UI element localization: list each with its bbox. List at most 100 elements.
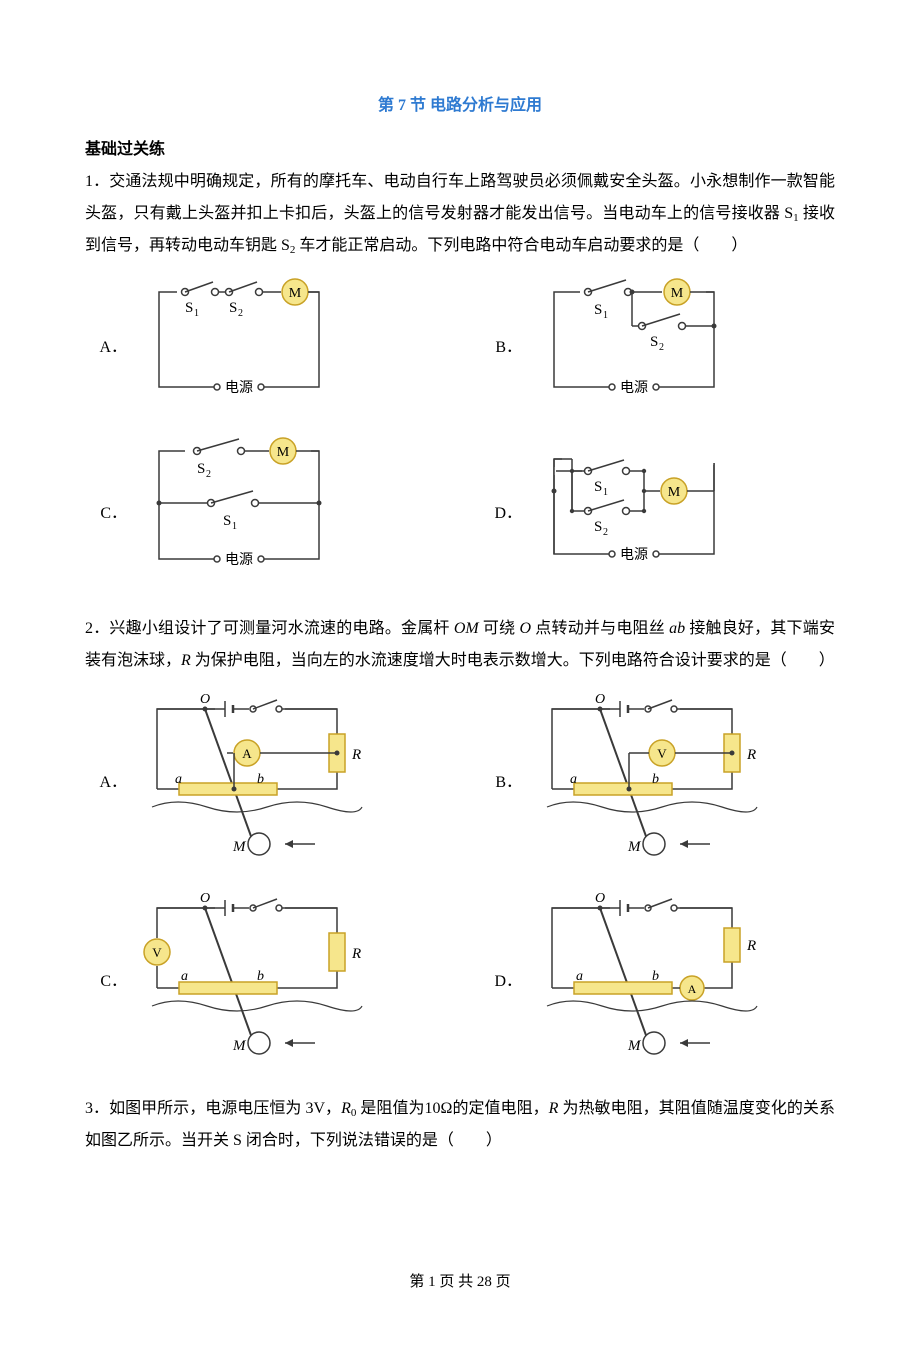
svg-text:M: M (671, 286, 684, 301)
svg-text:b: b (257, 772, 264, 787)
q2-ab: ab (669, 620, 685, 637)
q1-opt-a-figure: M 电源 S 1 S 2 (137, 274, 347, 421)
q1-opt-b-label: B． (480, 332, 522, 364)
svg-text:a: a (576, 969, 583, 984)
svg-text:M: M (627, 1038, 642, 1054)
q1-opt-c: C． M (85, 433, 440, 595)
page-title: 第 7 节 电路分析与应用 (85, 90, 835, 122)
footer-post: 页 (492, 1274, 511, 1290)
svg-text:S: S (229, 300, 237, 316)
q1-opt-d: D． (480, 433, 835, 595)
q2-opt-a: A． O (85, 689, 440, 876)
svg-text:2: 2 (659, 342, 664, 353)
q1-t3: 车才能正常启动。下列电路中符合电动车启动要求的是（ ） (295, 237, 747, 254)
q2-options: A． O (85, 689, 835, 1075)
question-2: 2．兴趣小组设计了可测量河水流速的电路。金属杆 OM 可绕 O 点转动并与电阻丝… (85, 613, 835, 677)
svg-text:a: a (175, 772, 182, 787)
q2-opt-a-figure: O R A a b (137, 689, 367, 876)
q2-t2: 可绕 (479, 620, 520, 637)
q3-val10: 10Ω (425, 1100, 453, 1117)
q2-opt-c: C． O R V (85, 888, 440, 1075)
q2-OM: OM (454, 620, 479, 637)
footer-cur: 1 (428, 1274, 436, 1290)
q2-O: O (520, 620, 532, 637)
footer-pre: 第 (409, 1274, 428, 1290)
svg-text:1: 1 (232, 521, 237, 532)
svg-text:M: M (627, 839, 642, 855)
question-3: 3．如图甲所示，电源电压恒为 3V，R0 是阻值为10Ω的定值电阻，R 为热敏电… (85, 1093, 835, 1157)
svg-text:O: O (595, 891, 605, 906)
svg-text:M: M (668, 485, 681, 500)
q3-R: R (549, 1100, 559, 1117)
q2-opt-b-label: B． (480, 767, 522, 799)
q2-t3: 点转动并与电阻丝 (531, 620, 669, 637)
svg-text:1: 1 (603, 487, 608, 498)
svg-text:电源: 电源 (620, 547, 648, 563)
q1-t1: 交通法规中明确规定，所有的摩托车、电动自行车上路驾驶员必须佩戴安全头盔。小永想制… (85, 173, 835, 222)
footer-total: 28 (477, 1274, 492, 1290)
svg-text:S: S (594, 519, 602, 535)
svg-text:M: M (232, 839, 247, 855)
q2-opt-c-figure: O R V a b M (137, 888, 367, 1075)
q2-opt-d: D． O R A (480, 888, 835, 1075)
svg-text:2: 2 (206, 469, 211, 480)
svg-text:电源: 电源 (620, 380, 648, 396)
q1-opt-b-figure: M 电源 S 1 S 2 (532, 274, 742, 421)
svg-text:b: b (652, 772, 659, 787)
svg-text:R: R (351, 946, 361, 962)
svg-text:A: A (242, 746, 252, 761)
motor-label: M (289, 286, 302, 301)
svg-text:1: 1 (603, 310, 608, 321)
svg-text:S: S (594, 302, 602, 318)
svg-text:S: S (197, 461, 205, 477)
q1-opt-a: A． M (85, 274, 440, 421)
svg-text:S: S (223, 513, 231, 529)
svg-text:V: V (657, 746, 667, 761)
svg-text:a: a (570, 772, 577, 787)
svg-text:R: R (351, 747, 361, 763)
q1-options: A． M (85, 274, 835, 595)
q1-opt-d-figure: M 电源 S 1 S 2 (532, 441, 742, 588)
svg-text:M: M (232, 1038, 247, 1054)
q2-R: R (181, 652, 191, 669)
svg-text:2: 2 (603, 527, 608, 538)
svg-text:R: R (746, 938, 756, 954)
q1-opt-c-label: C． (85, 498, 127, 530)
q1-opt-b: B． M (480, 274, 835, 421)
svg-text:M: M (277, 445, 290, 460)
svg-text:O: O (200, 692, 210, 707)
svg-text:电源: 电源 (225, 552, 253, 568)
svg-text:a: a (181, 969, 188, 984)
q2-opt-b-figure: O R V a b M (532, 689, 762, 876)
q1-opt-c-figure: M 电源 S 2 S 1 (137, 433, 347, 595)
q1-num: 1． (85, 173, 109, 190)
svg-text:1: 1 (194, 308, 199, 319)
svg-text:S: S (185, 300, 193, 316)
q2-opt-b: B． O R V (480, 689, 835, 876)
svg-text:O: O (595, 692, 605, 707)
page-footer: 第 1 页 共 28 页 (85, 1267, 835, 1297)
q1-opt-a-label: A． (85, 332, 127, 364)
q3-num: 3． (85, 1100, 109, 1117)
q3-t1: 如图甲所示，电源电压恒为 3V， (109, 1100, 341, 1117)
svg-text:V: V (152, 945, 162, 960)
q2-opt-a-label: A． (85, 767, 127, 799)
question-1: 1．交通法规中明确规定，所有的摩托车、电动自行车上路驾驶员必须佩戴安全头盔。小永… (85, 166, 835, 262)
svg-text:R: R (746, 747, 756, 763)
footer-mid: 页 共 (436, 1274, 477, 1290)
svg-text:b: b (257, 969, 264, 984)
svg-text:A: A (688, 982, 697, 996)
q3-t3: 的定值电阻， (452, 1100, 548, 1117)
svg-text:S: S (650, 334, 658, 350)
svg-text:S: S (594, 479, 602, 495)
q2-opt-d-label: D． (480, 966, 522, 998)
q2-opt-c-label: C． (85, 966, 127, 998)
section-heading: 基础过关练 (85, 134, 835, 166)
q3-R0: R (341, 1100, 351, 1117)
q3-t2: 是阻值为 (356, 1100, 424, 1117)
q2-opt-d-figure: O R A a b M (532, 888, 762, 1075)
q2-t1: 兴趣小组设计了可测量河水流速的电路。金属杆 (109, 620, 453, 637)
power-label: 电源 (225, 380, 253, 396)
svg-text:O: O (200, 891, 210, 906)
svg-text:2: 2 (238, 308, 243, 319)
